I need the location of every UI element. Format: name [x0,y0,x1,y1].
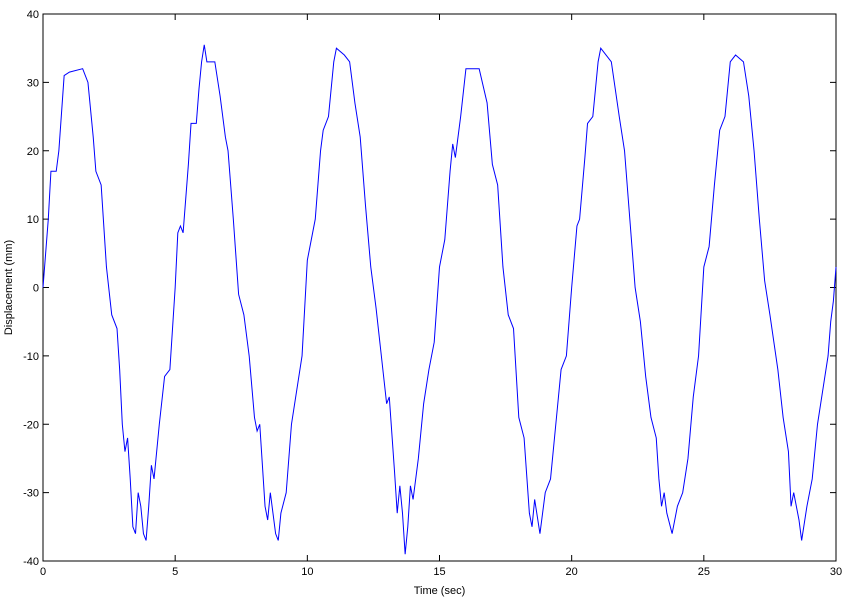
x-tick-label: 20 [566,566,578,578]
y-tick-label: -20 [23,419,39,431]
y-tick-label: -40 [23,556,39,568]
y-tick-label: 30 [27,77,39,89]
plot-box [42,13,837,562]
x-tick-label: 15 [433,566,445,578]
y-tick-label: 0 [33,283,39,295]
x-tick-label: 30 [830,566,842,578]
x-tick-label: 25 [698,566,710,578]
x-axis-label: Time (sec) [414,585,466,597]
y-tick-label: -10 [23,351,39,363]
y-tick-label: 10 [27,214,39,226]
x-tick-label: 10 [301,566,313,578]
y-tick-label: 40 [27,9,39,21]
y-tick-label: 20 [27,146,39,158]
x-tick-label: 0 [40,566,46,578]
y-axis-label: Displacement (mm) [3,240,15,335]
x-tick-label: 5 [172,566,178,578]
data-line [42,44,837,555]
y-tick-label: -30 [23,488,39,500]
